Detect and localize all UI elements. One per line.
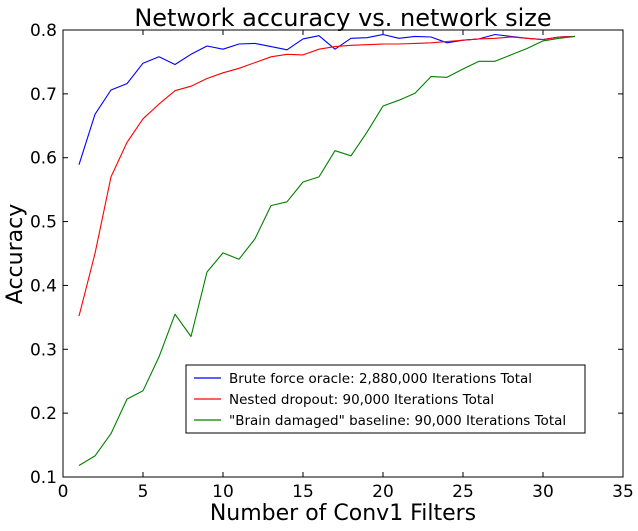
y-tick-label: 0.5 <box>30 213 57 233</box>
y-tick-label: 0.2 <box>30 404 57 424</box>
legend-label: Brute force oracle: 2,880,000 Iterations… <box>229 371 532 387</box>
legend-box <box>185 364 586 434</box>
chart-title: Network accuracy vs. network size <box>134 4 551 32</box>
y-axis-title: Accuracy <box>3 204 28 304</box>
axis-ticks: 0 5 10 15 20 25 30 35 0.1 0.2 0.3 0.4 0.5 0.6 0.7 0.8 <box>30 21 634 502</box>
x-axis-title: Number of Conv1 Filters <box>210 501 476 526</box>
x-tick-label: 15 <box>292 482 314 502</box>
series-line-2 <box>78 35 576 466</box>
legend: Brute force oracle: 2,880,000 Iterations… <box>185 364 586 434</box>
legend-label: Nested dropout: 90,000 Iterations Total <box>229 392 494 408</box>
x-tick-label: 30 <box>532 482 554 502</box>
x-tick-label: 5 <box>138 482 149 502</box>
legend-label: "Brain damaged" baseline: 90,000 Iterati… <box>229 413 566 429</box>
x-tick-label: 25 <box>452 482 474 502</box>
y-tick-label: 0.8 <box>30 21 57 41</box>
series-line-0 <box>78 33 576 165</box>
plot-frame <box>62 29 624 478</box>
y-tick-label: 0.4 <box>30 276 57 296</box>
series-layer <box>78 33 576 466</box>
y-tick-label: 0.1 <box>30 468 57 488</box>
y-tick-label: 0.7 <box>30 85 57 105</box>
series-line-1 <box>78 35 576 317</box>
x-tick-label: 35 <box>612 482 634 502</box>
y-tick-label: 0.6 <box>30 149 57 169</box>
x-tick-label: 20 <box>372 482 394 502</box>
y-tick-label: 0.3 <box>30 340 57 360</box>
x-tick-label: 0 <box>58 482 69 502</box>
x-tick-label: 10 <box>212 482 234 502</box>
